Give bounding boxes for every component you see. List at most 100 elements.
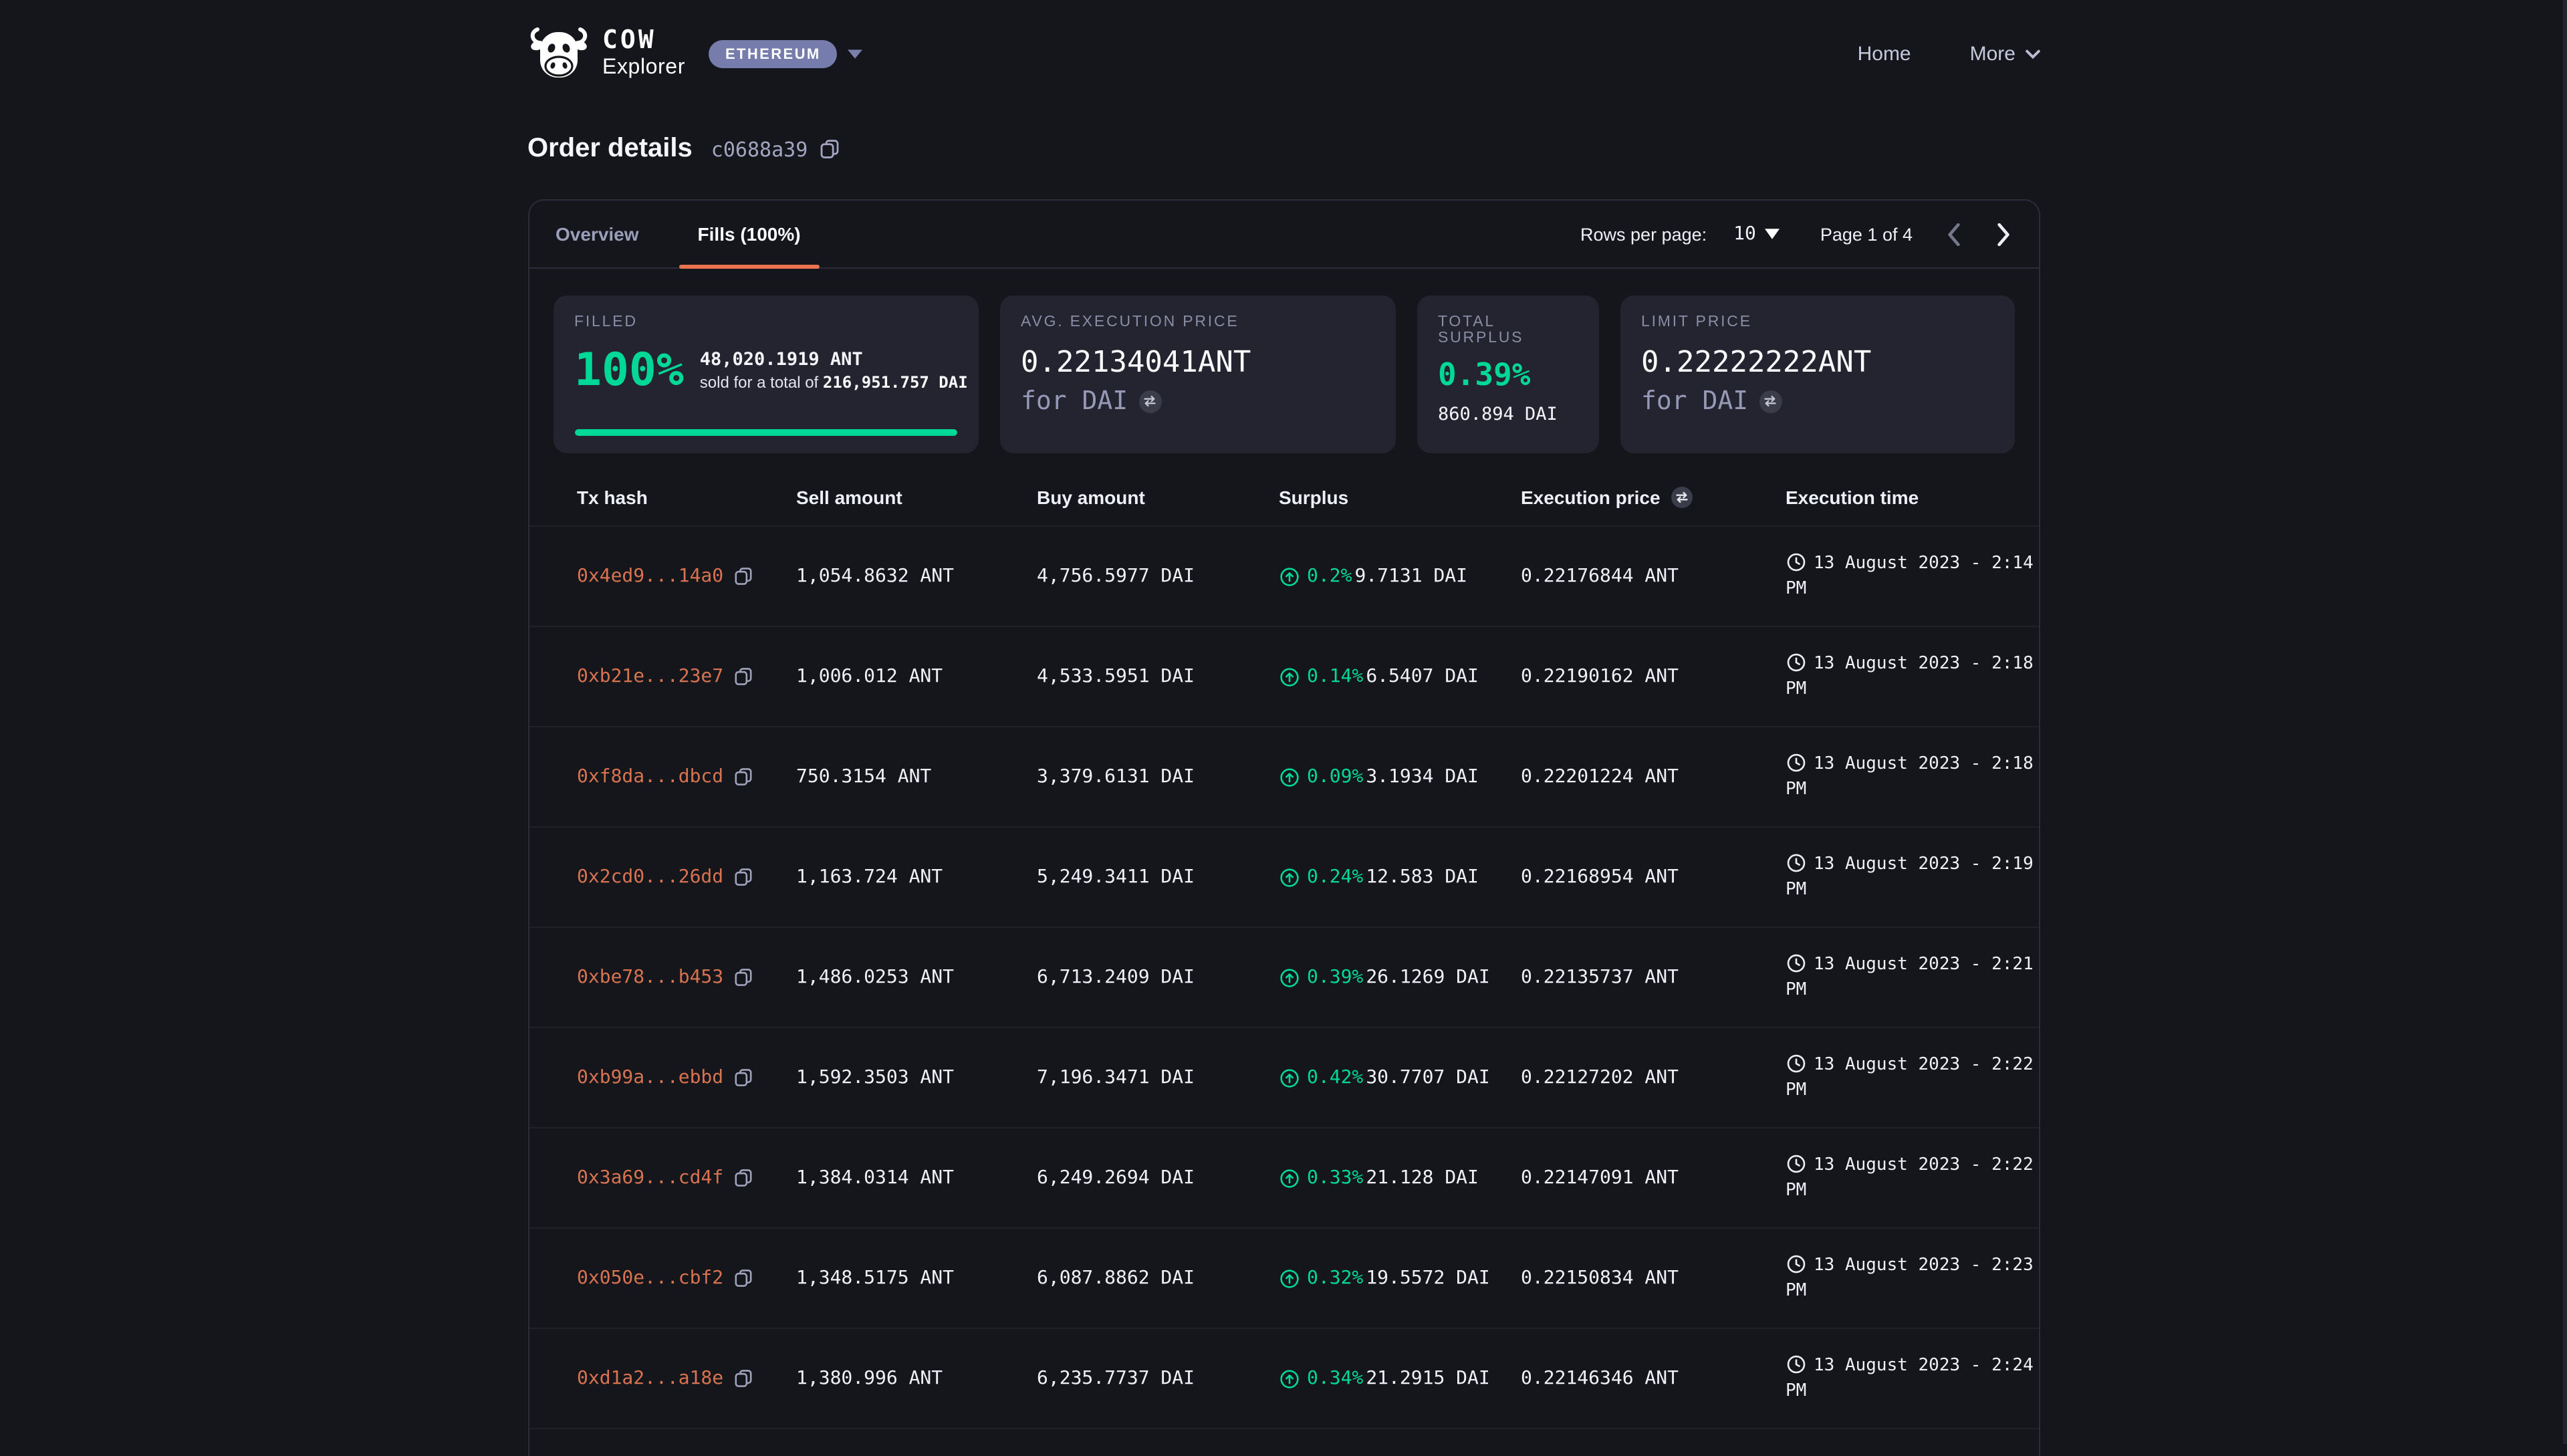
page-indicator: Page 1 of 4 — [1820, 224, 1913, 244]
surplus-cell: 0.24% 12.583 DAI — [1279, 866, 1521, 888]
copy-icon[interactable] — [734, 1068, 753, 1087]
surplus-amount: 12.583 DAI — [1366, 866, 1479, 888]
cow-icon — [527, 27, 589, 80]
swap-arrows-icon — [1763, 395, 1777, 408]
execution-time-cell: 13 August 2023 - 2:21 PM — [1786, 952, 2038, 1003]
filled-label: FILLED — [574, 314, 957, 330]
cow-explorer-logo[interactable]: COW Explorer — [527, 27, 685, 80]
arrow-up-circle-icon — [1279, 767, 1299, 787]
copy-icon[interactable] — [734, 1369, 753, 1388]
nav-more[interactable]: More — [1970, 42, 2040, 65]
tx-hash-link[interactable]: 0xd1a2...a18e — [577, 1368, 723, 1389]
tx-hash-link[interactable]: 0x050e...cbf2 — [577, 1267, 723, 1289]
copy-icon[interactable] — [734, 868, 753, 886]
tx-hash-link[interactable]: 0xb99a...ebbd — [577, 1067, 723, 1088]
table-body: 0x4ed9...14a0 1,054.8632 ANT 4,756.5977 … — [529, 527, 2038, 1429]
filled-sold-text: sold for a total of 216,951.757 DAI — [700, 372, 968, 393]
invert-execution-price-button[interactable] — [1671, 487, 1693, 508]
table-row: 0xbe78...b453 1,486.0253 ANT 6,713.2409 … — [529, 928, 2038, 1028]
page-title-bar: Order details c0688a39 — [527, 134, 2040, 164]
limit-price-unit: for DAI — [1641, 387, 1748, 416]
tx-hash-link[interactable]: 0x2cd0...26dd — [577, 866, 723, 888]
invert-limit-price-button[interactable] — [1759, 390, 1782, 413]
tx-hash-link[interactable]: 0x4ed9...14a0 — [577, 566, 723, 587]
invert-price-button[interactable] — [1138, 390, 1161, 413]
execution-price-cell: 0.22176844 ANT — [1521, 566, 1786, 587]
clock-icon — [1786, 652, 1806, 673]
total-surplus-value: 860.894 DAI — [1438, 404, 1577, 426]
network-selector[interactable]: ETHEREUM — [709, 39, 862, 68]
surplus-cell: 0.32% 19.5572 DAI — [1279, 1267, 1521, 1289]
tx-hash-cell: 0x4ed9...14a0 — [577, 566, 796, 587]
table-row: 0x4ed9...14a0 1,054.8632 ANT 4,756.5977 … — [529, 527, 2038, 627]
surplus-cell: 0.42% 30.7707 DAI — [1279, 1067, 1521, 1088]
swap-arrows-icon — [1675, 491, 1689, 504]
brand-secondary: Explorer — [602, 57, 685, 79]
surplus-amount: 21.2915 DAI — [1366, 1368, 1489, 1389]
surplus-percent: 0.33% — [1307, 1167, 1363, 1189]
filled-amount: 48,020.1919 ANT — [700, 348, 968, 372]
arrow-up-circle-icon — [1279, 1368, 1299, 1388]
prev-page-button[interactable] — [1945, 223, 1962, 245]
copy-icon[interactable] — [734, 767, 753, 786]
execution-time-meridiem: PM — [1786, 579, 1806, 599]
clock-icon — [1786, 953, 1806, 973]
tx-hash-cell: 0xb21e...23e7 — [577, 666, 796, 687]
network-badge[interactable]: ETHEREUM — [709, 39, 837, 68]
sell-amount-cell: 1,348.5175 ANT — [796, 1267, 1037, 1289]
surplus-percent: 0.09% — [1307, 766, 1363, 787]
copy-icon[interactable] — [734, 1169, 753, 1187]
tab-overview[interactable]: Overview — [556, 201, 639, 267]
col-execution-price: Execution price — [1521, 487, 1786, 508]
copy-icon[interactable] — [734, 1269, 753, 1288]
tx-hash-link[interactable]: 0xb21e...23e7 — [577, 666, 723, 687]
select-caret-icon — [1765, 229, 1780, 239]
pagination-controls: Rows per page: 10 Page 1 of 4 — [1580, 223, 2011, 245]
order-id: c0688a39 — [711, 137, 808, 161]
sell-amount-cell: 1,380.996 ANT — [796, 1368, 1037, 1389]
col-execution-time: Execution time — [1786, 487, 2038, 508]
surplus-cell: 0.33% 21.128 DAI — [1279, 1167, 1521, 1189]
execution-time-date: 13 August 2023 - 2:18 — [1814, 654, 2034, 674]
execution-price-cell: 0.22147091 ANT — [1521, 1167, 1786, 1189]
copy-icon[interactable] — [734, 667, 753, 686]
tx-hash-link[interactable]: 0xbe78...b453 — [577, 967, 723, 988]
execution-time-cell: 13 August 2023 - 2:14 PM — [1786, 551, 2038, 602]
arrow-up-circle-icon — [1279, 1268, 1299, 1288]
copy-icon[interactable] — [734, 567, 753, 586]
buy-amount-cell: 6,249.2694 DAI — [1037, 1167, 1279, 1189]
order-panel: Overview Fills (100%) Rows per page: 10 … — [527, 199, 2040, 1456]
execution-time-date: 13 August 2023 - 2:21 — [1814, 955, 2034, 975]
tab-fills[interactable]: Fills (100%) — [698, 201, 801, 267]
chevron-down-icon — [2025, 49, 2040, 58]
header: COW Explorer ETHEREUM Home More — [527, 0, 2040, 86]
sell-amount-cell: 1,006.012 ANT — [796, 666, 1037, 687]
buy-amount-cell: 5,249.3411 DAI — [1037, 866, 1279, 888]
table-row: 0xd1a2...a18e 1,380.996 ANT 6,235.7737 D… — [529, 1329, 2038, 1429]
surplus-amount: 9.7131 DAI — [1354, 566, 1467, 587]
tx-hash-link[interactable]: 0xf8da...dbcd — [577, 766, 723, 787]
buy-amount-cell: 4,533.5951 DAI — [1037, 666, 1279, 687]
rows-per-page-select[interactable]: 10 — [1733, 223, 1780, 245]
total-surplus-card: TOTAL SURPLUS 0.39% 860.894 DAI — [1417, 295, 1598, 453]
summary-cards: FILLED 100% 48,020.1919 ANT sold for a t… — [529, 269, 2038, 453]
page-scrollbar[interactable] — [2563, 0, 2567, 1444]
copy-order-id-icon[interactable] — [820, 139, 840, 159]
filled-sold-value: 216,951.757 DAI — [823, 373, 968, 392]
tx-hash-link[interactable]: 0x3a69...cd4f — [577, 1167, 723, 1189]
clock-icon — [1786, 753, 1806, 773]
fill-progress — [574, 429, 957, 436]
copy-icon[interactable] — [734, 968, 753, 987]
execution-price-cell: 0.22190162 ANT — [1521, 666, 1786, 687]
fills-table: Tx hash Sell amount Buy amount Surplus E… — [529, 469, 2038, 1429]
nav-home[interactable]: Home — [1858, 42, 1911, 65]
execution-time-meridiem: PM — [1786, 679, 1806, 699]
tx-hash-cell: 0xf8da...dbcd — [577, 766, 796, 787]
execution-price-cell: 0.22201224 ANT — [1521, 766, 1786, 787]
clock-icon — [1786, 1154, 1806, 1174]
next-page-button[interactable] — [1994, 223, 2011, 245]
tx-hash-cell: 0xb99a...ebbd — [577, 1067, 796, 1088]
network-caret-icon[interactable] — [848, 49, 862, 58]
surplus-percent: 0.2% — [1307, 566, 1352, 587]
table-header: Tx hash Sell amount Buy amount Surplus E… — [529, 469, 2038, 527]
